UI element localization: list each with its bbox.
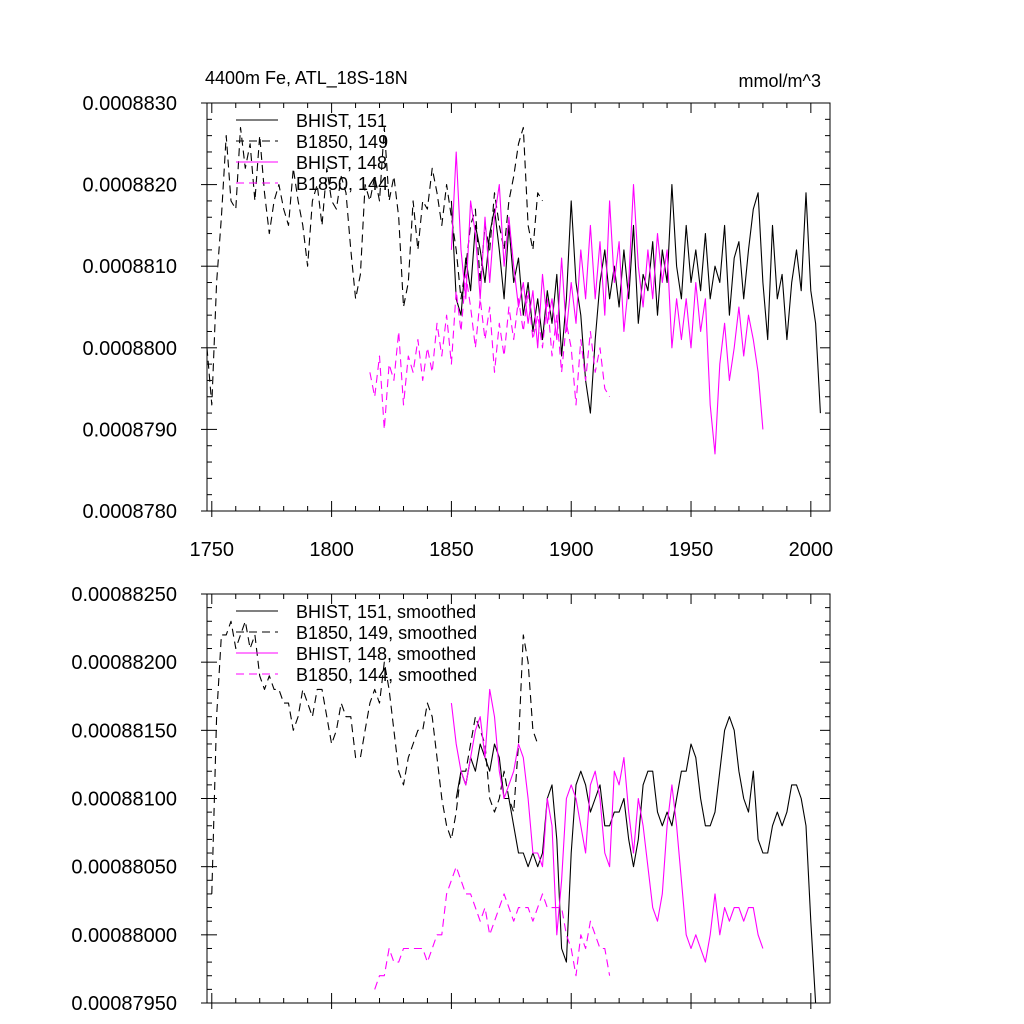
y-tick-label: 0.00088050 bbox=[71, 857, 177, 879]
y-tick-label: 0.00088000 bbox=[71, 925, 177, 947]
top-panel: 1750 1800 1850 1900 1950 2000 0.0008780 0.00087… bbox=[82, 68, 833, 561]
legend-label: B1850, 144 bbox=[296, 174, 388, 194]
plot-frame bbox=[206, 102, 831, 512]
series-line-1 bbox=[450, 184, 821, 414]
legend-label: B1850, 144, smoothed bbox=[296, 665, 477, 685]
y-tick-label: 0.0008790 bbox=[82, 419, 177, 441]
x-tick-label: 2000 bbox=[789, 539, 834, 561]
legend-label: BHIST, 148 bbox=[296, 153, 387, 173]
y-tick-label: 0.0008820 bbox=[82, 175, 177, 197]
y-tick-label: 0.00088250 bbox=[71, 584, 177, 606]
series-line-3 bbox=[450, 151, 764, 455]
y-tick-label: 0.00088100 bbox=[71, 789, 177, 811]
series-line-4 bbox=[374, 866, 611, 990]
units-label: mmol/m^3 bbox=[739, 71, 821, 91]
y-tick-label: 0.0008780 bbox=[82, 501, 177, 523]
y-tick-label: 0.00087950 bbox=[71, 993, 177, 1015]
x-tick-label: 1750 bbox=[190, 539, 235, 561]
x-tick-label: 1900 bbox=[549, 539, 594, 561]
series-line-1 bbox=[455, 716, 817, 1004]
y-tick-label: 0.0008810 bbox=[82, 256, 177, 278]
bottom-panel: 0.00087950 0.00088000 0.00088050 0.00088100… bbox=[71, 584, 831, 1015]
x-tick-label: 1800 bbox=[309, 539, 354, 561]
legend-label: BHIST, 151 bbox=[296, 111, 387, 131]
y-tick-label: 0.0008800 bbox=[82, 338, 177, 360]
legend-label: BHIST, 148, smoothed bbox=[296, 644, 476, 664]
legend-label: B1850, 149 bbox=[296, 132, 388, 152]
chart-title: 4400m Fe, ATL_18S-18N bbox=[205, 68, 408, 89]
y-tick-label: 0.0008830 bbox=[82, 93, 177, 115]
y-tick-label: 0.00088150 bbox=[71, 720, 177, 742]
y-tick-label: 0.00088200 bbox=[71, 652, 177, 674]
x-tick-label: 1950 bbox=[669, 539, 714, 561]
legend-label: B1850, 149, smoothed bbox=[296, 623, 477, 643]
x-tick-label: 1850 bbox=[429, 539, 474, 561]
series-line-4 bbox=[369, 273, 611, 430]
legend-label: BHIST, 151, smoothed bbox=[296, 602, 476, 622]
series-line-3 bbox=[450, 688, 764, 963]
